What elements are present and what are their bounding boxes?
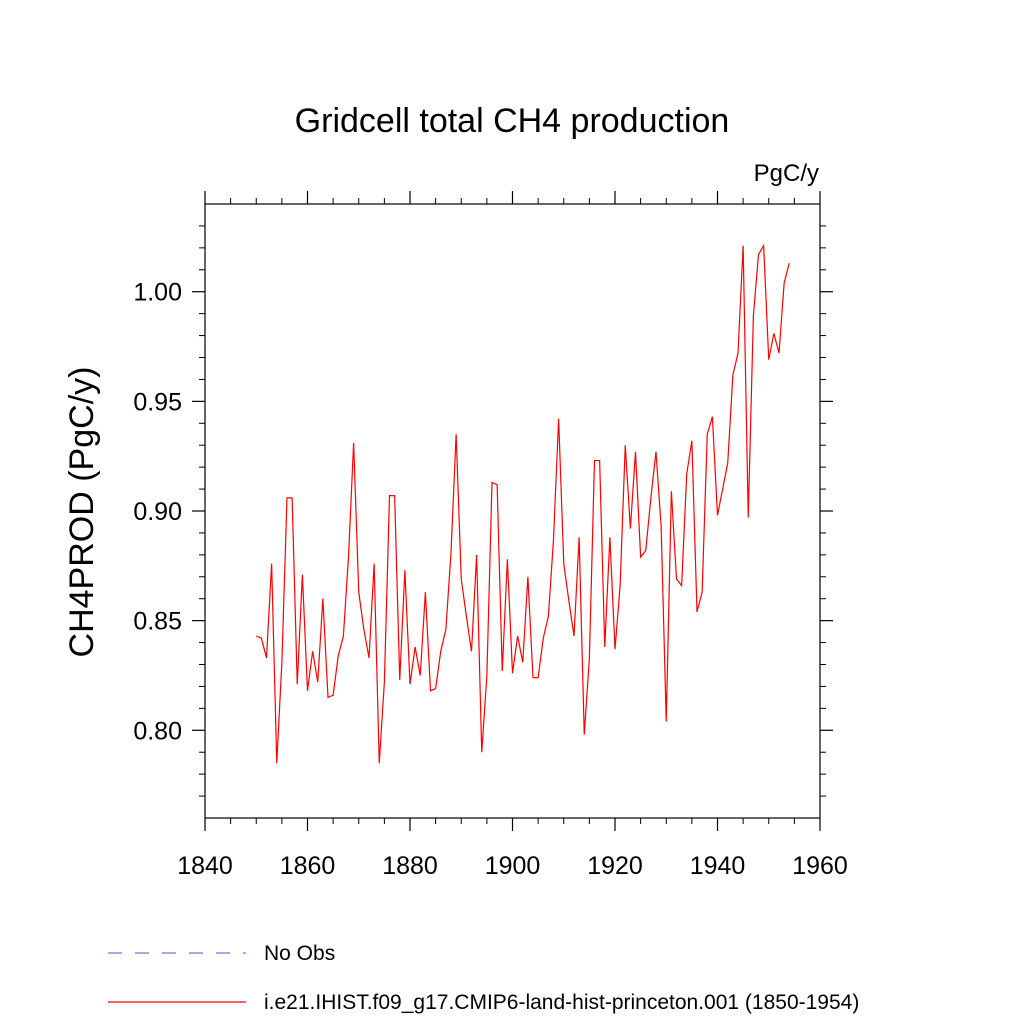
legend-label-no-obs: No Obs (264, 942, 335, 965)
plot-frame (204, 203, 821, 819)
y-tick-label: 0.80 (133, 717, 182, 745)
x-tick-label: 1960 (792, 852, 848, 880)
chart-title: Gridcell total CH4 production (295, 102, 730, 140)
y-tick-label: 0.90 (133, 498, 182, 526)
plot-area: 1840 1860 1880 1900 1920 1940 1960 0.80 0.85 0.90… (133, 191, 848, 880)
y-tick-label: 1.00 (133, 279, 182, 307)
axis-ticks (192, 191, 833, 831)
legend: No Obs i.e21.IHIST.f09_g17.CMIP6-land-hi… (108, 942, 859, 1014)
legend-label-model-run: i.e21.IHIST.f09_g17.CMIP6-land-hist-prin… (264, 991, 859, 1014)
units-label: PgC/y (754, 160, 819, 187)
legend-entry-model-run: i.e21.IHIST.f09_g17.CMIP6-land-hist-prin… (108, 991, 859, 1014)
series-line-1 (256, 243, 790, 764)
x-tick-label: 1880 (382, 852, 438, 880)
y-axis-label: CH4PROD (PgC/y) (63, 367, 101, 658)
x-tick-label: 1860 (280, 852, 336, 880)
x-tick-label: 1920 (587, 852, 643, 880)
x-tick-label: 1900 (485, 852, 541, 880)
y-tick-label: 0.95 (133, 388, 182, 416)
series-layer (256, 243, 790, 764)
x-tick-label: 1940 (690, 852, 746, 880)
y-tick-label: 0.85 (133, 608, 182, 636)
x-tick-label: 1840 (177, 852, 233, 880)
tick-labels: 1840 1860 1880 1900 1920 1940 1960 0.80 0.85 0.90… (133, 279, 847, 880)
legend-entry-no-obs: No Obs (108, 942, 335, 965)
